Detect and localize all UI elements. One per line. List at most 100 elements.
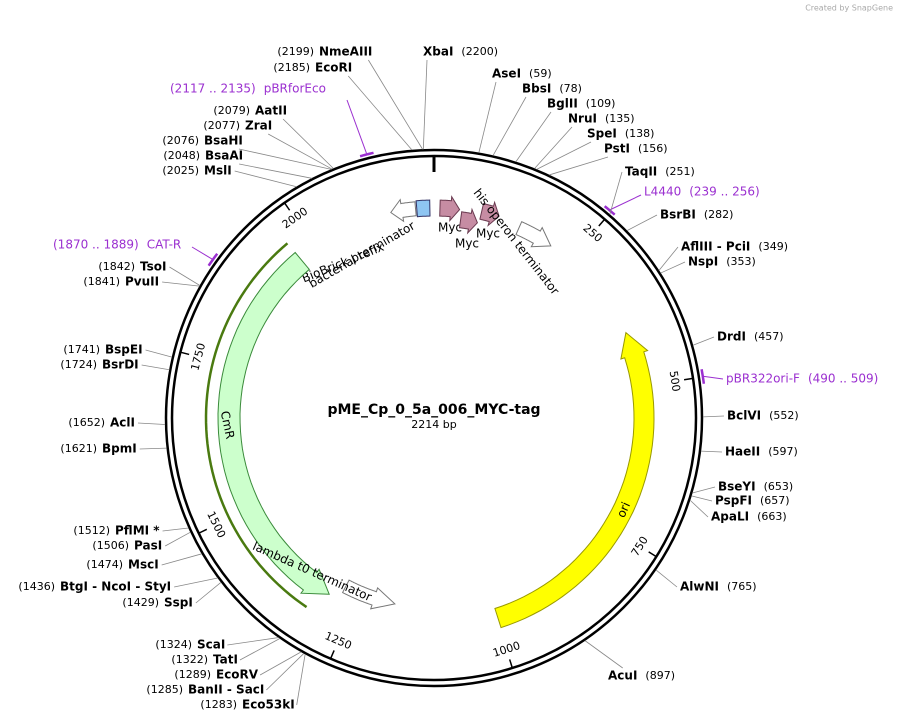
site-position: (1474) bbox=[86, 558, 123, 571]
site-name: BtgI - NcoI - StyI bbox=[60, 580, 171, 594]
feature-label: Myc bbox=[455, 237, 479, 251]
site-leader bbox=[227, 637, 279, 646]
site-leader bbox=[700, 450, 723, 453]
primer-range: (239 .. 256) bbox=[689, 185, 759, 199]
site-position: (657) bbox=[760, 494, 790, 507]
primer-mark bbox=[359, 151, 374, 158]
primer-mark bbox=[603, 205, 616, 216]
site-position: (1841) bbox=[83, 275, 120, 288]
site-leader bbox=[239, 163, 312, 179]
site-position: (1506) bbox=[92, 539, 129, 552]
site-name: PstI bbox=[604, 142, 630, 156]
site-position: (597) bbox=[768, 445, 798, 458]
primer-name: L4440 bbox=[644, 185, 681, 199]
site-position: (2079) bbox=[213, 104, 250, 117]
site-leader bbox=[238, 148, 332, 170]
site-leader bbox=[239, 638, 281, 661]
site-name: AseI bbox=[492, 67, 521, 81]
site-name: AflIII - PciI bbox=[681, 240, 750, 254]
site-leader bbox=[137, 422, 166, 425]
site-name: TaqII bbox=[625, 165, 657, 179]
site-leader bbox=[368, 59, 423, 150]
site-name: BglII bbox=[547, 97, 578, 111]
ruler-label: 500 bbox=[667, 370, 683, 393]
site-position: (2025) bbox=[162, 164, 199, 177]
site-name: NmeAIII bbox=[319, 45, 372, 59]
primer-leader bbox=[703, 375, 724, 380]
site-name: BpmI bbox=[102, 442, 137, 456]
site-position: (109) bbox=[586, 97, 616, 110]
site-leader bbox=[692, 486, 716, 494]
ruler-label: 250 bbox=[580, 221, 604, 245]
primer-range: (490 .. 509) bbox=[808, 372, 878, 386]
primer-range: (2117 .. 2135) bbox=[170, 82, 256, 96]
site-position: (1724) bbox=[60, 358, 97, 371]
site-leader bbox=[689, 499, 709, 518]
primer-leader bbox=[346, 99, 367, 154]
site-name: EcoRV bbox=[216, 668, 259, 682]
site-name: NruI bbox=[568, 112, 597, 126]
primer-leader bbox=[610, 194, 642, 211]
site-leader bbox=[692, 336, 715, 346]
site-name: PspFI bbox=[715, 494, 752, 508]
site-position: (1842) bbox=[98, 260, 135, 273]
site-leader bbox=[282, 118, 334, 169]
site-leader bbox=[234, 170, 297, 188]
feature-arrow bbox=[479, 200, 500, 227]
site-position: (2077) bbox=[203, 119, 240, 132]
site-name: ApaLI bbox=[711, 510, 749, 524]
site-name: BsrBI bbox=[660, 208, 696, 222]
site-name: BanII - SacI bbox=[188, 683, 264, 697]
ruler-label: 1500 bbox=[204, 509, 228, 540]
site-leader bbox=[267, 133, 333, 170]
site-position: (663) bbox=[757, 510, 787, 523]
feature-arrow bbox=[341, 579, 396, 610]
site-leader bbox=[478, 81, 497, 153]
site-position: (59) bbox=[529, 67, 552, 80]
site-position: (353) bbox=[726, 255, 756, 268]
site-position: (457) bbox=[754, 330, 784, 343]
site-leader bbox=[161, 553, 202, 566]
ruler-tick bbox=[180, 351, 190, 356]
site-name: TsoI bbox=[140, 260, 166, 274]
site-name: PasI bbox=[134, 539, 162, 553]
feature-arrow bbox=[515, 221, 552, 248]
ruler-tick bbox=[329, 650, 335, 660]
site-leader bbox=[169, 266, 201, 286]
site-leader bbox=[626, 214, 658, 231]
ruler-tick bbox=[598, 218, 606, 227]
site-position: (1436) bbox=[18, 580, 55, 593]
primer-name: pBRforEco bbox=[264, 82, 326, 96]
feature-label: Myc bbox=[438, 221, 462, 235]
site-position: (2076) bbox=[162, 134, 199, 147]
feature-direction-line bbox=[204, 242, 308, 609]
site-name: DrdI bbox=[717, 330, 746, 344]
site-name: SpeI bbox=[587, 127, 617, 141]
site-name: BsaAI bbox=[205, 149, 243, 163]
site-name: PflMI * bbox=[115, 524, 160, 538]
ruler-label: 1000 bbox=[491, 639, 522, 660]
site-name: BbsI bbox=[522, 82, 551, 96]
site-position: (135) bbox=[605, 112, 635, 125]
site-name: HaeII bbox=[725, 445, 760, 459]
site-name: Eco53kI bbox=[242, 698, 295, 712]
site-leader bbox=[162, 527, 189, 532]
site-leader bbox=[145, 349, 173, 358]
site-position: (282) bbox=[704, 208, 734, 221]
site-position: (1512) bbox=[73, 524, 110, 537]
site-leader bbox=[584, 640, 623, 669]
map-title: pME_Cp_0_5a_006_MYC-tag bbox=[327, 402, 540, 418]
site-name: ScaI bbox=[197, 638, 225, 652]
site-name: BclVI bbox=[727, 409, 761, 423]
site-position: (138) bbox=[625, 127, 655, 140]
site-position: (1621) bbox=[60, 442, 97, 455]
site-position: (1324) bbox=[155, 638, 192, 651]
ruler-tick bbox=[648, 551, 657, 558]
ruler-tick bbox=[508, 659, 514, 669]
site-position: (2199) bbox=[277, 45, 314, 58]
backbone-outer bbox=[164, 148, 704, 688]
site-name: TatI bbox=[213, 653, 238, 667]
site-name: AlwNI bbox=[680, 580, 719, 594]
feature-arrow bbox=[458, 207, 478, 235]
